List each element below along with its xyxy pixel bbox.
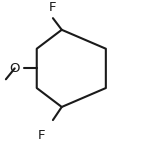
Text: O: O [9, 62, 20, 75]
Text: F: F [49, 1, 57, 14]
Text: F: F [37, 129, 45, 142]
